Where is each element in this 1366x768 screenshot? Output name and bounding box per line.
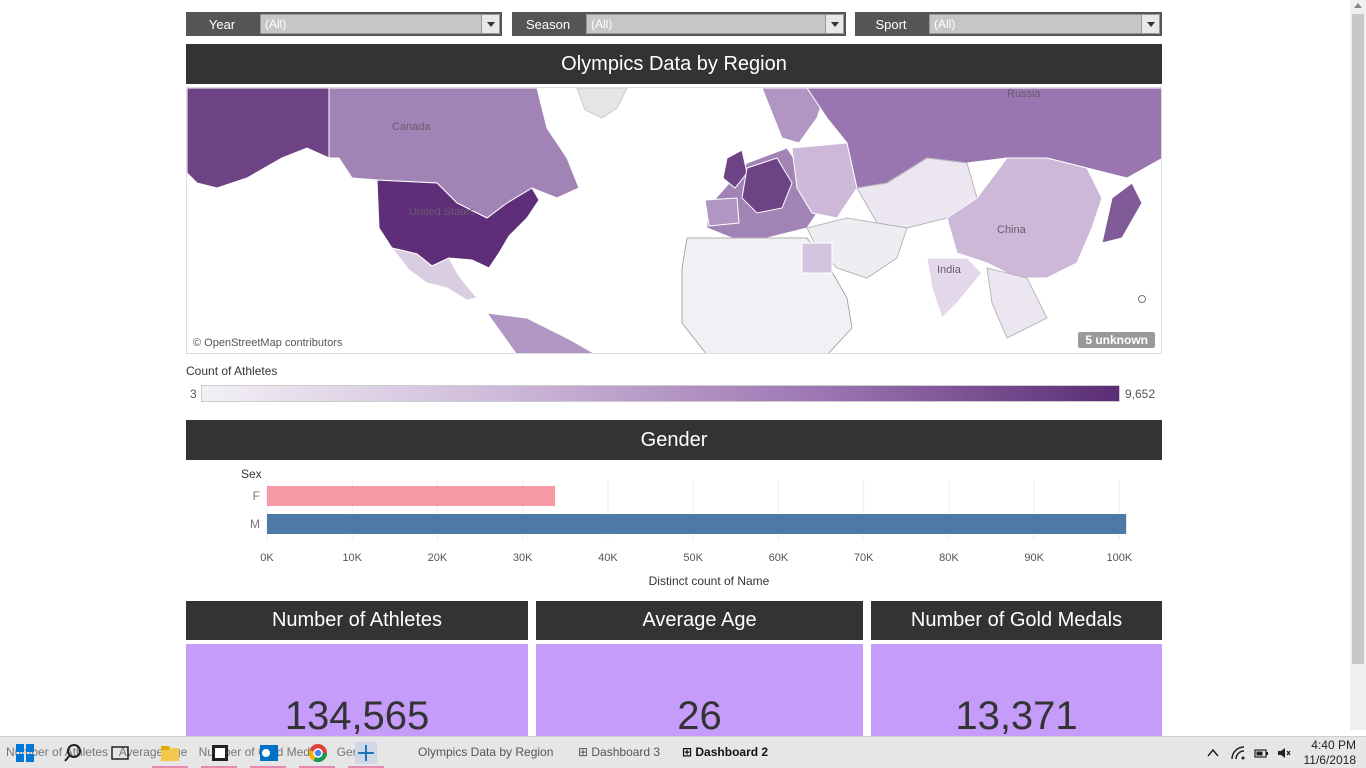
chevron-down-icon[interactable] <box>825 15 843 33</box>
legend-min: 3 <box>190 387 197 401</box>
map-label-canada: Canada <box>392 121 431 133</box>
gender-title: Gender <box>186 420 1162 460</box>
legend-title: Count of Athletes <box>186 364 278 378</box>
filter-sport-label: Sport <box>875 16 907 32</box>
filter-season-select[interactable]: (All) <box>586 14 844 34</box>
tab-dashboard-3-label: Dashboard 3 <box>591 745 661 759</box>
map-title: Olympics Data by Region <box>186 44 1162 84</box>
kpi-title-athletes: Number of Athletes <box>186 601 528 640</box>
legend-max: 9,652 <box>1125 387 1156 401</box>
running-indicator <box>299 766 335 768</box>
task-view-icon[interactable] <box>109 742 131 764</box>
filter-season-label: Season <box>525 16 571 32</box>
wifi-icon[interactable] <box>1231 746 1245 760</box>
kpi-title-gold-medals: Number of Gold Medals <box>871 601 1162 640</box>
x-tick-label: 100K <box>1107 552 1133 564</box>
x-axis-title: Distinct count of Name <box>649 574 770 588</box>
running-indicator <box>250 766 286 768</box>
chrome-icon[interactable] <box>307 742 329 764</box>
bar-m <box>267 514 1127 534</box>
region-map[interactable]: Russia Canada United States China India … <box>186 87 1162 354</box>
kpi-box-average-age: 26 <box>536 644 863 738</box>
x-tick-label: 90K <box>1024 552 1044 564</box>
map-label-united-states: United States <box>409 206 476 218</box>
x-tick-label: 70K <box>854 552 874 564</box>
volume-muted-icon[interactable] <box>1277 746 1291 760</box>
chevron-down-icon[interactable] <box>481 15 499 33</box>
vertical-scrollbar[interactable] <box>1350 0 1366 730</box>
unknown-badge[interactable]: 5 unknown <box>1078 332 1155 348</box>
x-tick-label: 0K <box>260 552 274 564</box>
filter-year-value: (All) <box>265 17 287 31</box>
category-label: F <box>253 489 260 503</box>
kpi-value-gold-medals: 13,371 <box>955 694 1078 738</box>
kpi-value-athletes: 134,565 <box>284 694 430 738</box>
category-axis-title: Sex <box>241 467 262 481</box>
filter-sport: Sport (All) <box>855 12 1162 36</box>
filter-season: Season (All) <box>512 12 846 36</box>
map-label-india: India <box>937 264 961 276</box>
map-pin-icon[interactable] <box>1138 295 1146 303</box>
filter-year-label: Year <box>208 16 236 32</box>
filter-season-value: (All) <box>591 17 613 31</box>
kpi-box-gold-medals: 13,371 <box>871 644 1162 738</box>
running-indicator <box>201 766 237 768</box>
kpi-value-average-age: 26 <box>677 694 722 738</box>
system-clock[interactable]: 4:40 PM 11/6/2018 <box>1304 738 1357 768</box>
x-tick-label: 20K <box>428 552 448 564</box>
filter-sport-select[interactable]: (All) <box>929 14 1160 34</box>
tab-dashboard-2[interactable]: ⊞ Dashboard 2 <box>682 745 768 759</box>
battery-icon[interactable] <box>1254 746 1268 760</box>
scroll-up-icon[interactable] <box>1354 3 1362 8</box>
gender-bar-chart: Sex FM 0K 10K 20K 30K 40K 50K 60K 70K 80K 90K 100K Di… <box>241 467 1133 588</box>
filter-year: Year (All) <box>186 12 502 36</box>
legend-gradient <box>201 385 1120 402</box>
tab-olympics-data-by-region[interactable]: Olympics Data by Region <box>418 745 554 759</box>
taskbar: Number of Athletes Average Age Number of… <box>0 736 1366 768</box>
filter-year-select[interactable]: (All) <box>260 14 500 34</box>
clock-date: 11/6/2018 <box>1303 753 1357 767</box>
search-icon[interactable] <box>62 742 84 764</box>
grid-icon: ⊞ <box>682 745 696 759</box>
bar-f <box>267 486 556 506</box>
kpi-title-average-age: Average Age <box>536 601 863 640</box>
tableau-icon[interactable] <box>355 742 377 764</box>
tab-dashboard-2-label: Dashboard 2 <box>695 745 769 759</box>
windows-start-icon[interactable] <box>14 742 36 764</box>
map-label-russia: Russia <box>1007 88 1041 100</box>
map-attribution: © OpenStreetMap contributors <box>193 337 343 349</box>
tab-dashboard-3[interactable]: ⊞ Dashboard 3 <box>578 745 660 759</box>
kpi-box-athletes: 134,565 <box>186 644 528 738</box>
x-tick-label: 50K <box>683 552 703 564</box>
map-shapes <box>187 88 1161 353</box>
category-label: M <box>250 517 260 531</box>
scroll-thumb[interactable] <box>1352 14 1364 664</box>
x-tick-label: 40K <box>598 552 618 564</box>
chevron-up-icon[interactable] <box>1206 746 1220 760</box>
x-tick-label: 10K <box>342 552 362 564</box>
chevron-down-icon[interactable] <box>1141 15 1159 33</box>
grid-icon: ⊞ <box>578 745 592 759</box>
clock-time: 4:40 PM <box>1311 738 1356 752</box>
filter-sport-value: (All) <box>934 17 956 31</box>
x-tick-label: 60K <box>769 552 789 564</box>
x-tick-label: 30K <box>513 552 533 564</box>
running-indicator <box>152 766 188 768</box>
x-tick-label: 80K <box>939 552 959 564</box>
file-explorer-icon[interactable] <box>159 742 181 764</box>
sticky-notes-icon[interactable] <box>209 742 231 764</box>
running-indicator <box>348 766 384 768</box>
outlook-icon[interactable] <box>258 742 280 764</box>
map-label-china: China <box>997 224 1026 236</box>
